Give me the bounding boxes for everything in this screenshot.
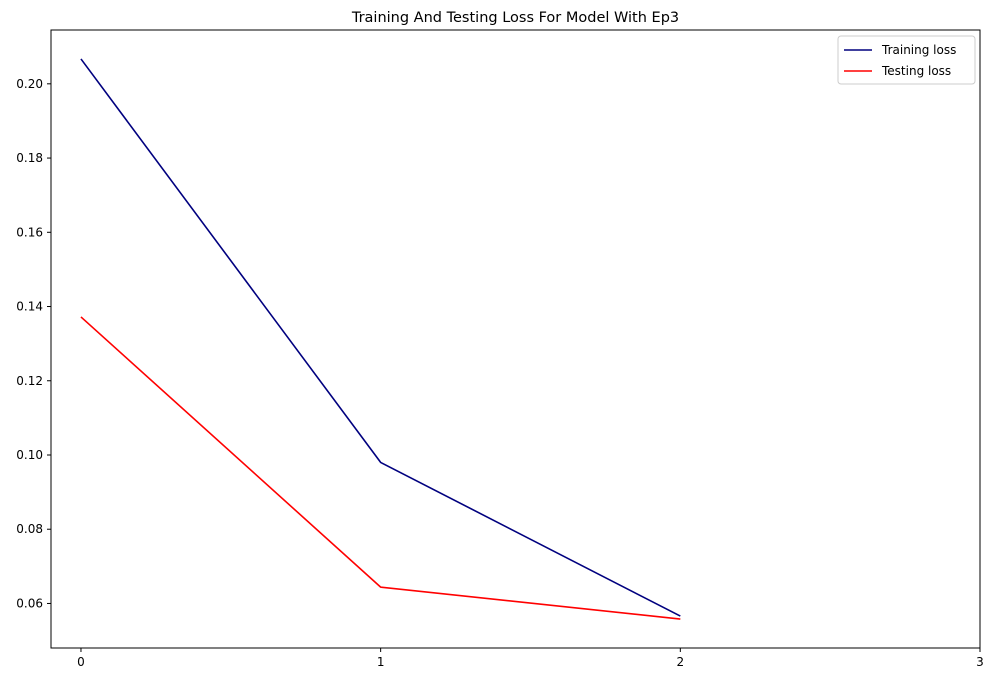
y-tick-label: 0.12 — [16, 374, 43, 388]
x-tick-label: 3 — [976, 655, 984, 669]
y-tick-label: 0.20 — [16, 77, 43, 91]
plot-area — [50, 29, 981, 649]
y-tick-label: 0.10 — [16, 448, 43, 462]
plot-frame — [50, 29, 981, 649]
chart-title: Training And Testing Loss For Model With… — [351, 10, 679, 26]
y-tick-label: 0.18 — [16, 151, 43, 165]
y-tick-label: 0.14 — [16, 300, 43, 314]
y-axis: 0.06 0.08 0.10 0.12 0.14 0.16 0.18 0.20 — [16, 77, 51, 610]
x-tick-label: 0 — [77, 655, 85, 669]
legend-label: Training loss — [881, 43, 956, 57]
series-line-training-loss — [80, 58, 681, 617]
legend-label: Testing loss — [881, 64, 951, 78]
y-tick-label: 0.06 — [16, 596, 43, 610]
legend: Training loss Testing loss — [837, 35, 976, 85]
legend-box — [837, 35, 976, 85]
legend-entries: Training loss Testing loss — [844, 43, 956, 78]
series-layer — [80, 58, 681, 620]
x-axis: 0 1 2 3 — [77, 648, 984, 669]
y-tick-label: 0.08 — [16, 522, 43, 536]
y-tick-label: 0.16 — [16, 225, 43, 239]
x-tick-label: 2 — [677, 655, 685, 669]
series-line-testing-loss — [80, 316, 681, 620]
x-tick-label: 1 — [377, 655, 385, 669]
